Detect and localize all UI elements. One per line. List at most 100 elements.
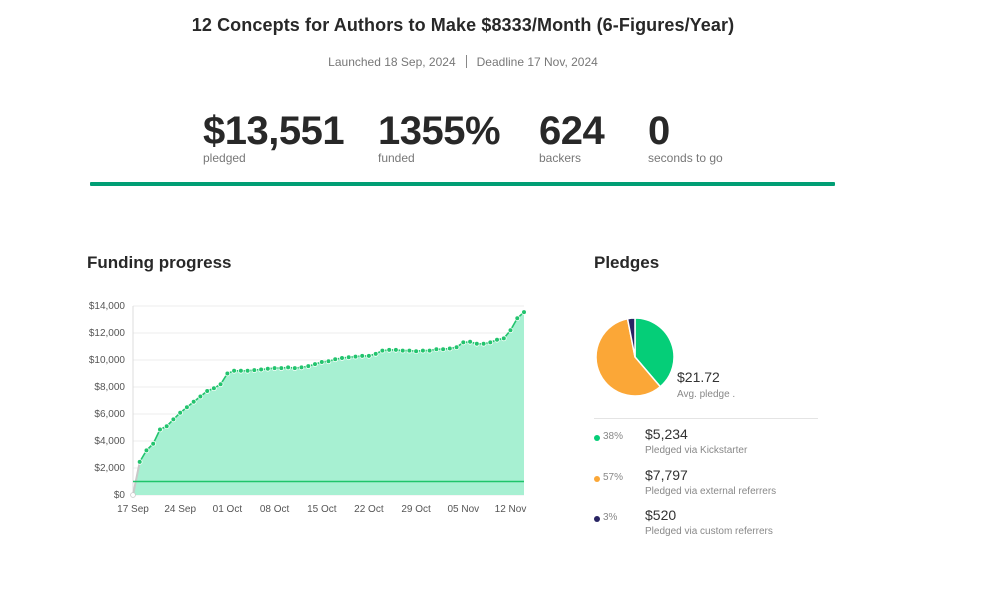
- stat-backers: 624 backers: [539, 108, 605, 165]
- data-point: [130, 492, 136, 498]
- data-point: [480, 340, 487, 347]
- data-point: [224, 370, 231, 377]
- stat-time-left: 0 seconds to go: [648, 108, 723, 165]
- data-point: [467, 338, 473, 345]
- data-point: [204, 388, 210, 394]
- stat-funded-label: funded: [378, 151, 415, 165]
- legend-dot-external: [594, 476, 600, 482]
- legend-pct-external: 57%: [603, 472, 624, 483]
- data-point: [177, 409, 183, 416]
- data-point: [217, 381, 224, 388]
- legend-pct-kickstarter: 38%: [603, 431, 624, 442]
- data-point: [325, 358, 332, 365]
- y-tick-label: $4,000: [94, 436, 125, 447]
- data-point: [345, 354, 352, 361]
- data-point: [507, 327, 514, 334]
- stat-funded: 1355% funded: [378, 108, 501, 165]
- data-point: [211, 385, 217, 392]
- pie-slice-kickstarter: [634, 317, 675, 388]
- data-point: [319, 359, 325, 365]
- x-tick-label: 15 Oct: [307, 504, 337, 515]
- x-tick-label: 08 Oct: [260, 504, 290, 515]
- pie-slice-external: [595, 317, 662, 397]
- data-point: [278, 365, 285, 371]
- data-point: [271, 365, 278, 371]
- avg-pledge-value: $21.72: [677, 369, 720, 385]
- stat-time-left-value: 0: [648, 109, 670, 153]
- data-point: [190, 399, 197, 405]
- data-point: [460, 339, 467, 346]
- x-tick-label: 05 Nov: [447, 504, 479, 515]
- data-point: [473, 340, 480, 347]
- x-tick-label: 17 Sep: [117, 504, 149, 515]
- data-point: [150, 440, 156, 447]
- legend-amount-external: $7,797: [645, 467, 688, 483]
- data-point: [500, 335, 507, 342]
- data-point: [406, 347, 413, 354]
- stat-funded-value: 1355%: [378, 109, 501, 153]
- y-tick-label: $10,000: [89, 355, 126, 366]
- funding-progress-heading: Funding progress: [87, 253, 232, 272]
- legend-dot-kickstarter: [594, 435, 600, 441]
- stat-pledged: $13,551 pledged: [203, 108, 345, 165]
- data-point: [163, 423, 170, 430]
- data-point: [453, 344, 460, 350]
- data-point: [420, 347, 426, 354]
- data-point: [332, 356, 339, 363]
- data-point: [251, 367, 258, 373]
- data-point: [197, 393, 204, 400]
- data-point: [446, 345, 453, 352]
- data-point: [514, 315, 521, 322]
- stat-pledged-label: pledged: [203, 151, 246, 165]
- data-point: [184, 404, 190, 411]
- funding-area: [133, 312, 524, 495]
- data-point: [366, 353, 372, 359]
- y-tick-label: $8,000: [94, 382, 125, 393]
- stat-pledged-value: $13,551: [203, 109, 345, 153]
- data-point: [136, 459, 143, 465]
- data-point: [413, 348, 419, 354]
- y-tick-label: $12,000: [89, 328, 126, 339]
- data-point: [386, 347, 393, 353]
- y-tick-label: $6,000: [94, 409, 125, 420]
- y-tick-label: $14,000: [89, 301, 126, 312]
- stat-time-left-label: seconds to go: [648, 151, 723, 165]
- data-point: [244, 368, 251, 374]
- data-point: [339, 355, 345, 361]
- x-tick-label: 29 Oct: [401, 504, 431, 515]
- legend-label-custom: Pledged via custom referrers: [645, 526, 773, 537]
- stat-backers-label: backers: [539, 151, 582, 165]
- y-tick-label: $2,000: [94, 463, 125, 474]
- data-point: [399, 347, 406, 354]
- legend-amount-kickstarter: $5,234: [645, 426, 688, 442]
- data-point: [143, 447, 150, 454]
- data-point: [292, 365, 298, 371]
- stat-backers-value: 624: [539, 109, 605, 153]
- data-point: [433, 346, 440, 352]
- project-dates: Launched 18 Sep, 2024 Deadline 17 Nov, 20…: [0, 55, 926, 69]
- legend-dot-custom: [594, 516, 600, 522]
- pledges-divider: [594, 418, 818, 419]
- funding-progress-bar: [90, 182, 835, 186]
- data-point: [157, 426, 163, 433]
- x-tick-label: 22 Oct: [354, 504, 384, 515]
- data-point: [494, 336, 500, 343]
- data-point: [305, 363, 312, 369]
- pledges-heading: Pledges: [594, 253, 660, 272]
- launch-date: Launched 18 Sep, 2024: [328, 55, 456, 69]
- funding-progress-chart: $0 $2,000 $4,000 $6,000 $8,000 $10,000 $12,000…: [89, 301, 527, 515]
- legend-label-kickstarter: Pledged via Kickstarter: [645, 445, 748, 456]
- x-tick-label: 24 Sep: [164, 504, 196, 515]
- data-point: [393, 347, 399, 353]
- data-point: [440, 346, 446, 352]
- pledges-pie-chart: [595, 317, 675, 397]
- data-point: [231, 368, 237, 374]
- data-point: [258, 366, 264, 373]
- data-point: [298, 364, 305, 371]
- data-point: [521, 309, 527, 315]
- x-tick-label: 12 Nov: [495, 504, 527, 515]
- data-point: [285, 364, 291, 371]
- data-point: [352, 353, 359, 360]
- legend-label-external: Pledged via external referrers: [645, 486, 777, 497]
- funding-line: [139, 311, 525, 463]
